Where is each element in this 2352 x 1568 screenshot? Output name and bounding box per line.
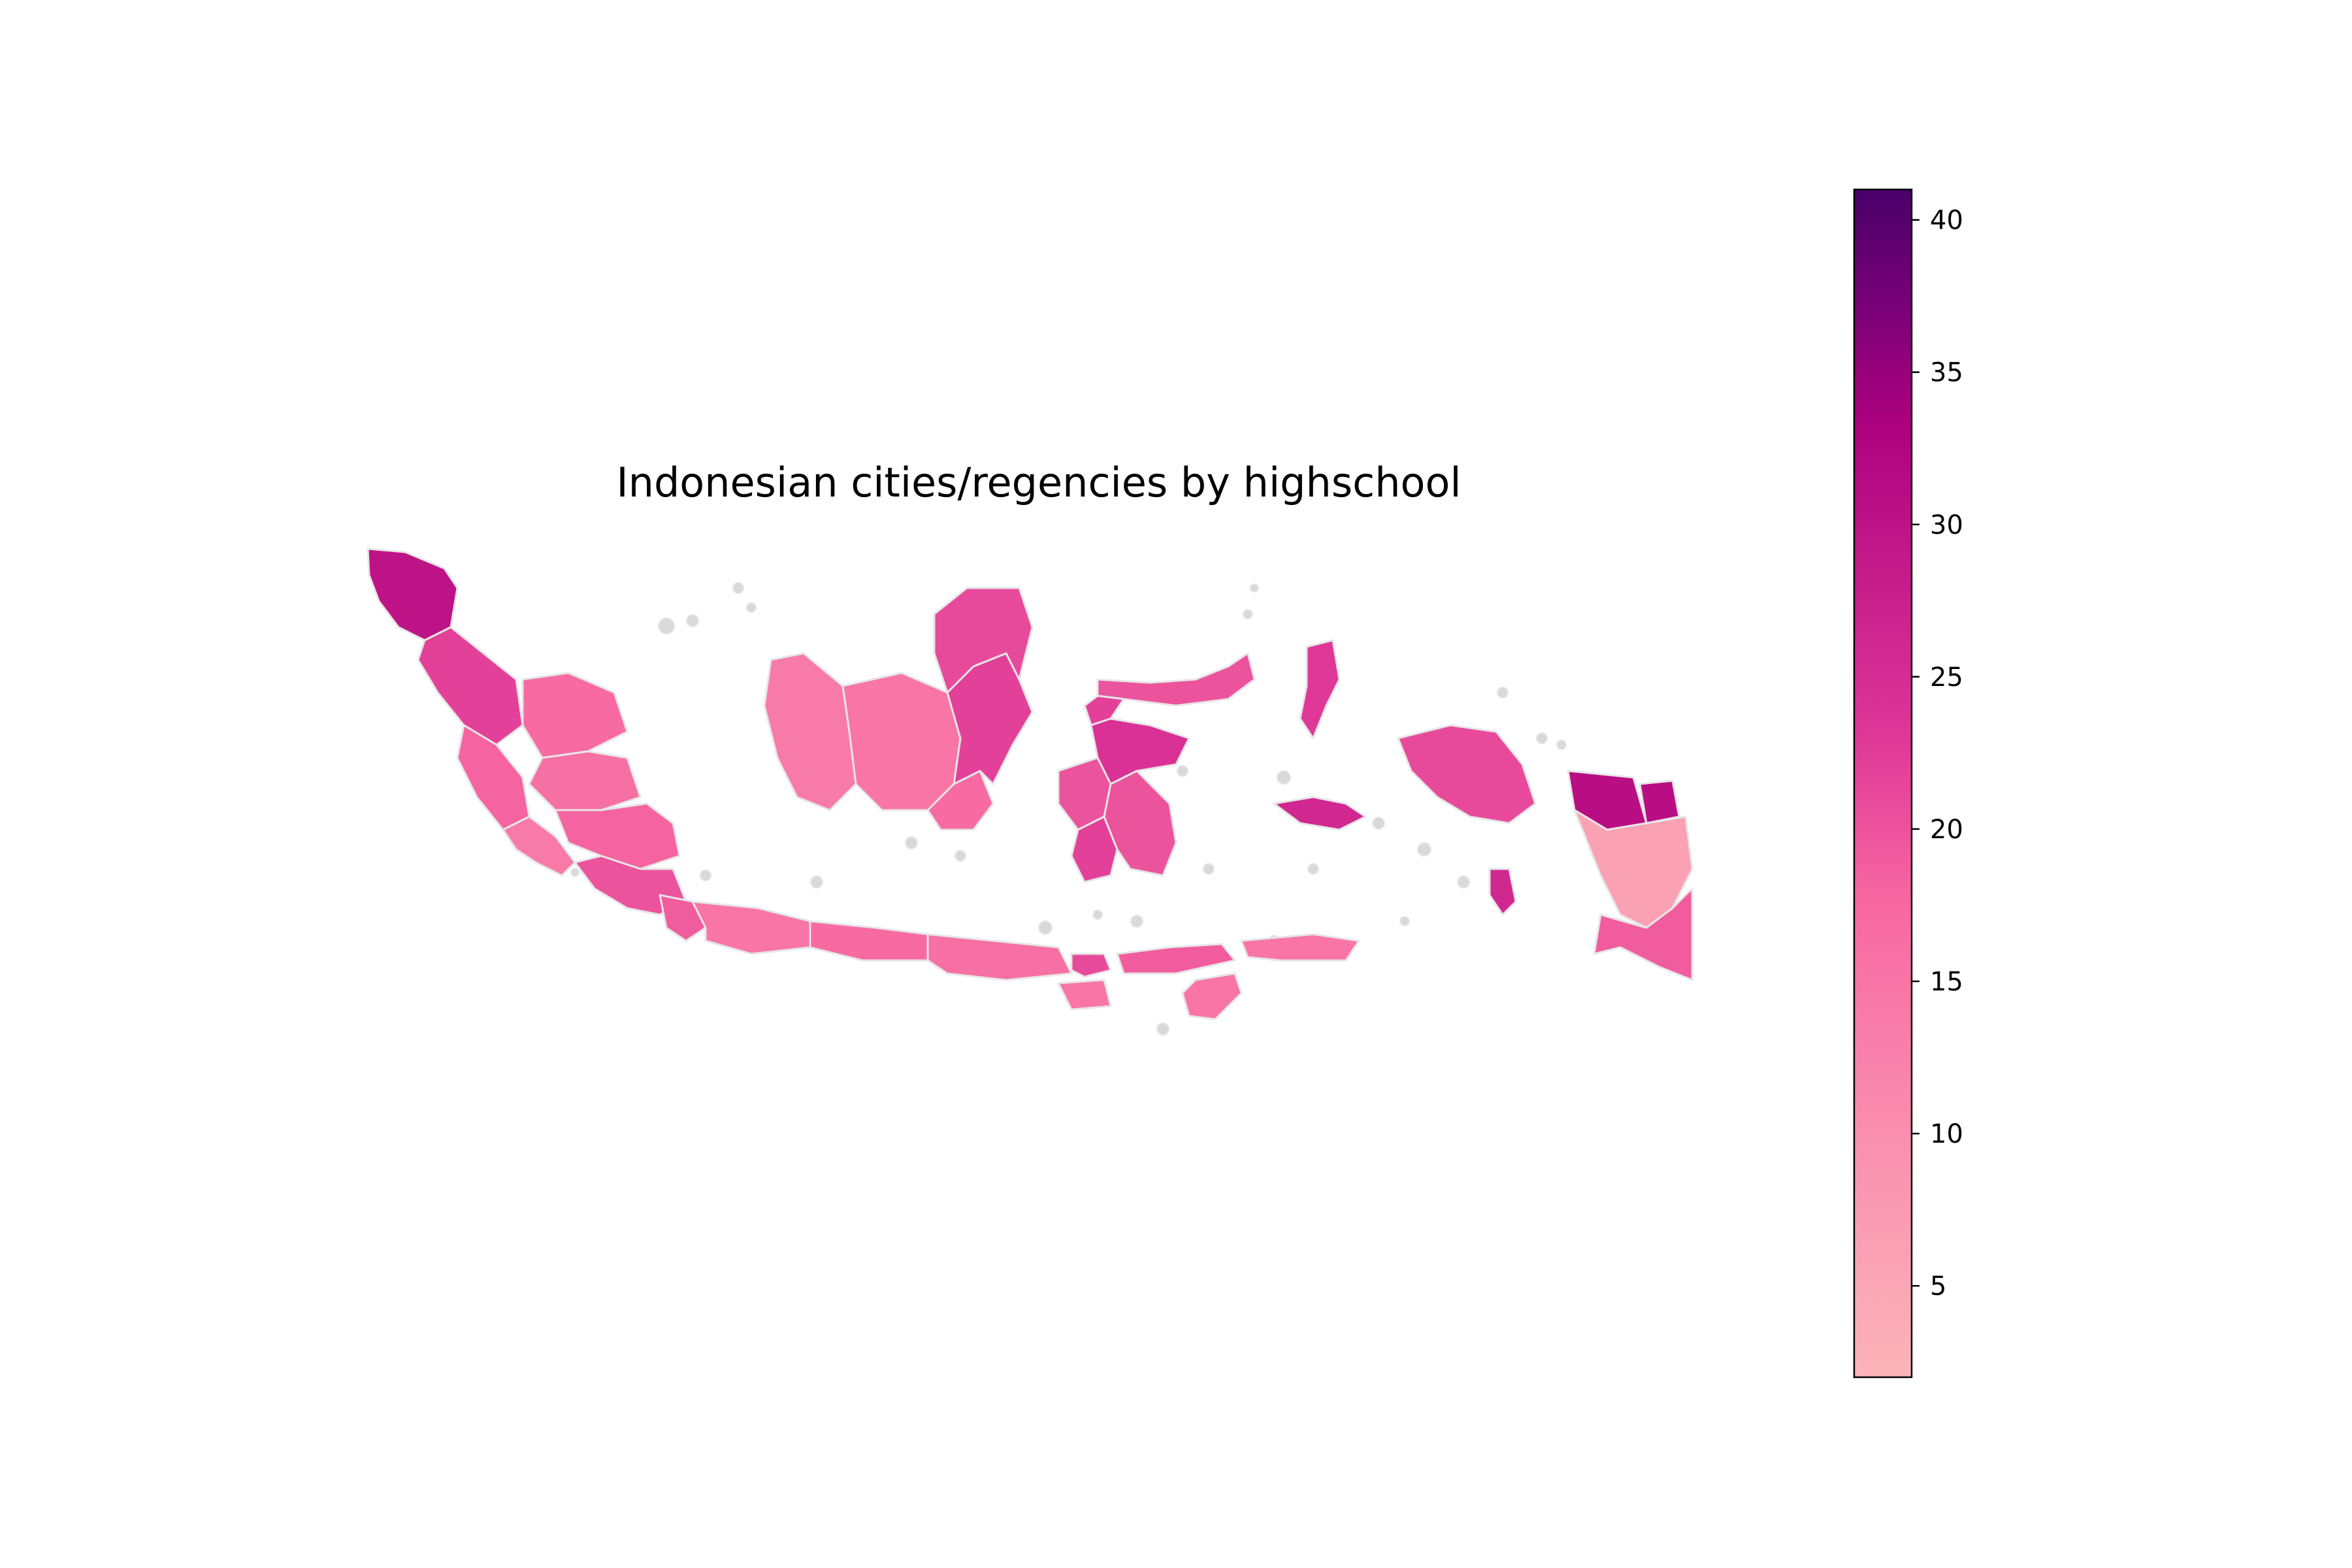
region-west-java [691, 900, 811, 955]
colorbar: 5 10 15 20 25 30 35 40 [1853, 188, 1963, 1379]
region-central-java [809, 920, 929, 962]
colorbar-tick-label: 25 [1930, 662, 1963, 693]
region-maluku [1273, 796, 1517, 916]
colorbar-tick-label: 35 [1930, 358, 1963, 388]
region-papua-south [1593, 887, 1693, 981]
region-west-nusa-tenggara [1116, 943, 1236, 975]
colorbar-tick-label: 20 [1930, 815, 1963, 845]
region-jambi [528, 750, 642, 811]
region-southeast-sulawesi [1103, 770, 1177, 877]
region-bengkulu [502, 815, 576, 877]
region-north-sumatra [417, 626, 524, 746]
region-south-sumatra [554, 802, 681, 870]
region-west-papua [1397, 724, 1537, 825]
region-west-kalimantan [763, 652, 857, 811]
region-north-maluku [1299, 639, 1341, 740]
regions-layer [367, 547, 1693, 1021]
colorbar-gradient [1853, 188, 1913, 1379]
map-title: Indonesian cities/regencies by highschoo… [616, 459, 1461, 506]
region-aceh [367, 547, 459, 642]
region-bali [1070, 953, 1112, 978]
colorbar-tick-label: 15 [1930, 967, 1963, 997]
region-central-kalimantan [841, 672, 962, 811]
colorbar-ticks: 5 10 15 20 25 30 35 40 [1912, 206, 1963, 1301]
colorbar-tick-label: 10 [1930, 1119, 1963, 1149]
region-east-java [926, 933, 1073, 981]
region-east-nusa-tenggara [1057, 933, 1360, 1021]
region-north-kalimantan [933, 587, 1034, 694]
colorbar-tick-label: 5 [1930, 1271, 1946, 1301]
region-riau [521, 672, 629, 759]
region-papua-highlands [1573, 809, 1693, 929]
indonesia-map [367, 547, 1693, 1036]
colorbar-tick-label: 40 [1930, 206, 1963, 236]
colorbar-tick-label: 30 [1930, 510, 1963, 540]
